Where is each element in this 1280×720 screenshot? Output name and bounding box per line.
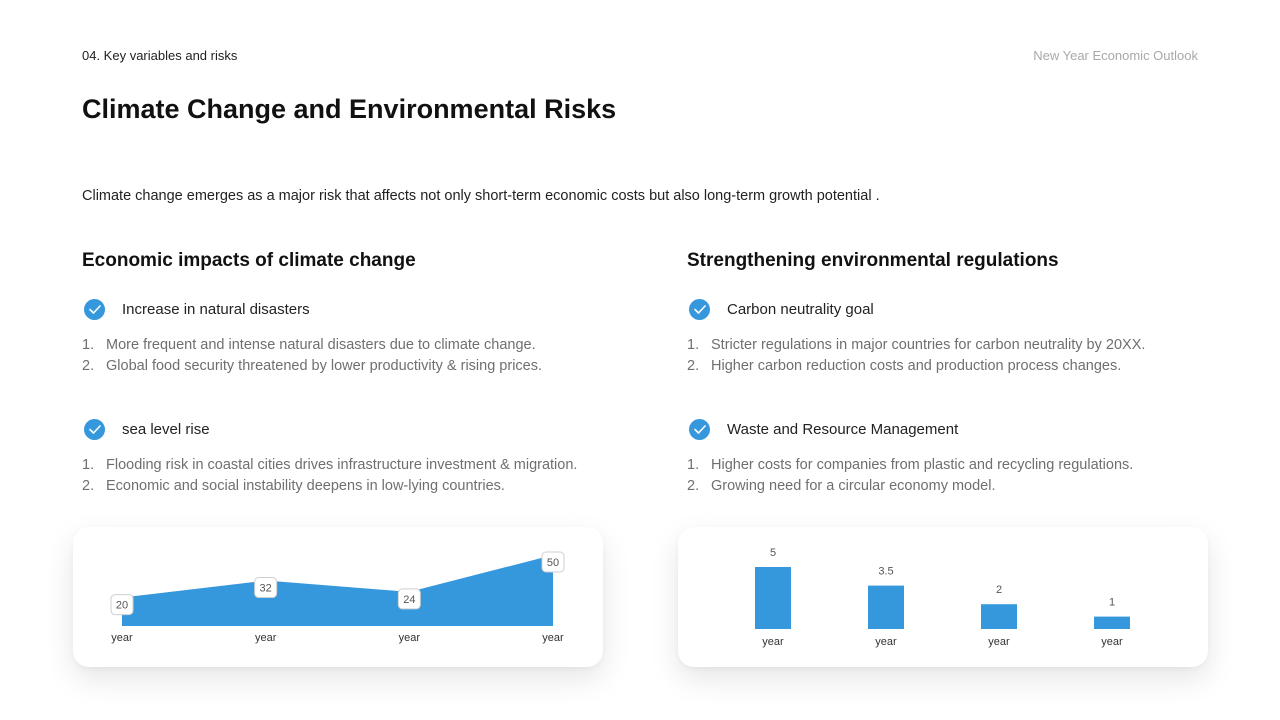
intro-text: Climate change emerges as a major risk t… — [82, 188, 880, 204]
right-item-2-title: Waste and Resource Management — [727, 421, 959, 438]
right-item-2-list: 1. Higher costs for companies from plasti… — [687, 455, 1133, 497]
x-tick-label: year — [255, 632, 277, 644]
data-label: 20 — [110, 594, 134, 616]
document-title: New Year Economic Outlook — [1033, 48, 1198, 63]
bar-chart: 5 year 3.5 year 2 year 1 year — [755, 547, 1130, 648]
data-label: 24 — [397, 588, 421, 610]
x-tick-label: year — [875, 636, 897, 648]
right-column-heading: Strengthening environmental regulations — [687, 250, 1059, 271]
bar — [868, 585, 904, 629]
left-column-heading: Economic impacts of climate change — [82, 250, 416, 271]
right-item-1-list: 1. Stricter regulations in major countrie… — [687, 335, 1145, 377]
left-item-2-header: sea level rise — [84, 419, 210, 440]
left-item-1-list: 1. More frequent and intense natural disa… — [82, 335, 542, 377]
list-item: 2. Higher carbon reduction costs and prod… — [687, 358, 1122, 374]
section-label: 04. Key variables and risks — [82, 48, 238, 63]
svg-text:20: 20 — [116, 600, 128, 612]
check-icon — [84, 299, 105, 320]
x-tick-label: year — [111, 632, 133, 644]
data-label: 32 — [254, 577, 278, 599]
list-item: 1. More frequent and intense natural disa… — [82, 337, 536, 353]
area-chart: 20 year 32 year 24 year 50 year — [110, 551, 565, 644]
svg-text:24: 24 — [403, 594, 415, 606]
check-icon — [689, 419, 710, 440]
left-item-2-list: 1. Flooding risk in coastal cities drives… — [82, 455, 577, 497]
page-title: Climate Change and Environmental Risks — [82, 94, 617, 124]
bar — [755, 567, 791, 629]
x-tick-label: year — [399, 632, 421, 644]
right-item-2-header: Waste and Resource Management — [689, 419, 958, 440]
list-item: 1. Stricter regulations in major countrie… — [687, 337, 1146, 353]
bar — [1094, 616, 1130, 629]
left-item-1-title: Increase in natural disasters — [122, 301, 310, 318]
list-item: 1. Higher costs for companies from plasti… — [687, 457, 1134, 473]
svg-text:32: 32 — [260, 583, 272, 595]
x-tick-label: year — [1101, 636, 1123, 648]
bar-chart-card: 5 year 3.5 year 2 year 1 year — [678, 527, 1208, 667]
bar-value-label: 1 — [1109, 597, 1115, 609]
bar-value-label: 5 — [770, 547, 776, 559]
data-label: 50 — [541, 551, 565, 573]
right-item-1-title: Carbon neutrality goal — [727, 301, 874, 318]
list-item: 2. Economic and social instability deepen… — [82, 478, 505, 494]
check-icon — [689, 299, 710, 320]
check-icon — [84, 419, 105, 440]
left-item-1-header: Increase in natural disasters — [84, 299, 310, 320]
left-item-2-title: sea level rise — [122, 421, 210, 438]
svg-text:50: 50 — [547, 557, 559, 569]
right-item-1-header: Carbon neutrality goal — [689, 299, 874, 320]
area-chart-card: 20 year 32 year 24 year 50 year — [73, 527, 603, 667]
bar-value-label: 2 — [996, 584, 1002, 596]
x-tick-label: year — [762, 636, 784, 648]
x-tick-label: year — [988, 636, 1010, 648]
area-series — [122, 555, 553, 626]
bar — [981, 604, 1017, 629]
x-tick-label: year — [542, 632, 564, 644]
bar-value-label: 3.5 — [878, 566, 893, 578]
list-item: 2. Growing need for a circular economy mo… — [687, 478, 996, 494]
list-item: 2. Global food security threatened by low… — [82, 358, 543, 374]
list-item: 1. Flooding risk in coastal cities drives… — [82, 457, 578, 473]
